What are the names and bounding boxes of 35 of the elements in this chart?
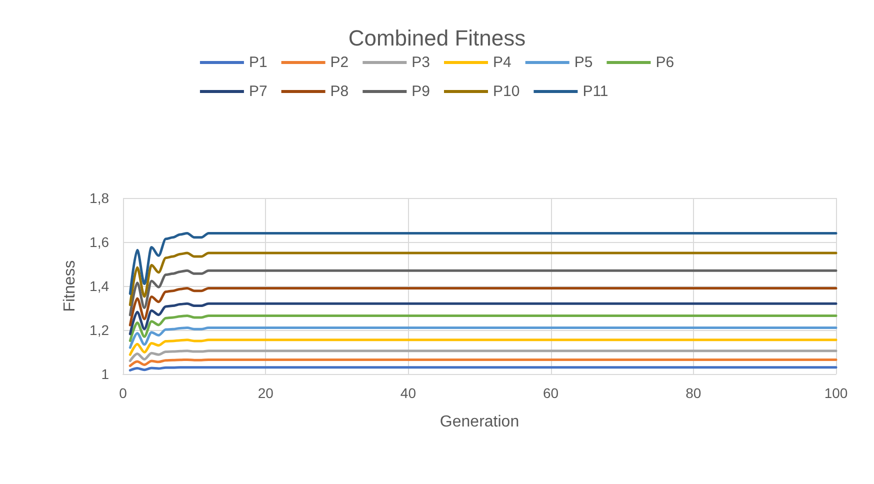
legend-label: P3: [412, 54, 430, 71]
x-tick-label: 40: [400, 385, 416, 401]
x-tick-label: 60: [543, 385, 559, 401]
y-tick-label: 1,4: [90, 278, 110, 294]
line-series: [128, 350, 838, 362]
legend-label: P4: [493, 54, 512, 71]
x-tick-label: 80: [686, 385, 702, 401]
line-series: [128, 286, 838, 326]
legend-label: P7: [248, 83, 268, 100]
line-series: [128, 269, 838, 316]
line-series: [128, 302, 838, 336]
line-series: [128, 358, 838, 368]
y-axis-title: Fitness: [62, 260, 78, 312]
x-tick-label: 20: [258, 385, 274, 401]
legend-label: P8: [330, 83, 349, 100]
line-series: [128, 252, 838, 306]
line-series: [128, 314, 838, 342]
legend-label: P6: [656, 54, 674, 71]
y-tick-label: 1,6: [90, 234, 110, 250]
chart-title: Combined Fitness: [348, 26, 526, 50]
x-tick-label: 0: [119, 385, 128, 401]
line-series: [128, 338, 838, 356]
line-series: [128, 326, 838, 349]
legend-label: P5: [574, 54, 593, 71]
x-tick-label: 100: [824, 385, 848, 401]
legend-label: P1: [248, 54, 268, 71]
y-tick-label: 1,2: [90, 322, 110, 338]
line-series: [128, 232, 838, 295]
legend-label: P10: [493, 83, 520, 100]
x-axis-title: Generation: [440, 414, 520, 430]
y-tick-label: 1,8: [90, 190, 110, 206]
legend-label: P9: [412, 83, 430, 100]
y-tick-label: 1: [101, 366, 110, 382]
legend-label: P11: [582, 83, 608, 100]
legend-label: P2: [330, 54, 349, 71]
